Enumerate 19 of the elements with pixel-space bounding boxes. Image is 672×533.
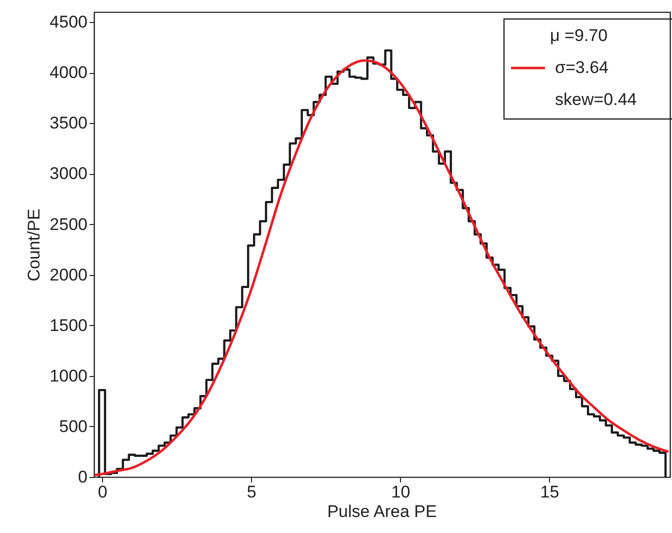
legend-label: σ=3.64 <box>555 58 609 77</box>
y-axis-title: Count/PE <box>24 208 44 282</box>
x-tick-label: 5 <box>246 482 256 502</box>
y-tick-label: 3000 <box>50 164 88 184</box>
x-axis-title: Pulse Area PE <box>327 502 437 521</box>
y-tick-label: 4000 <box>50 63 88 82</box>
y-tick-label: 2000 <box>50 265 88 284</box>
annotation: μ =9.70 <box>550 26 608 45</box>
x-tick-label: 15 <box>540 482 560 502</box>
x-tick-label: 0 <box>98 482 108 502</box>
y-tick-label: 1000 <box>50 366 88 386</box>
y-tick-label: 500 <box>59 416 88 436</box>
y-tick-label: 2500 <box>50 214 88 234</box>
annotation: skew=0.44 <box>555 90 637 109</box>
y-tick-label: 1500 <box>50 316 88 335</box>
y-tick-label: 3500 <box>50 114 88 133</box>
y-tick-label: 4500 <box>50 12 88 32</box>
y-tick-label: 0 <box>78 468 88 486</box>
x-tick-label: 10 <box>391 482 410 502</box>
